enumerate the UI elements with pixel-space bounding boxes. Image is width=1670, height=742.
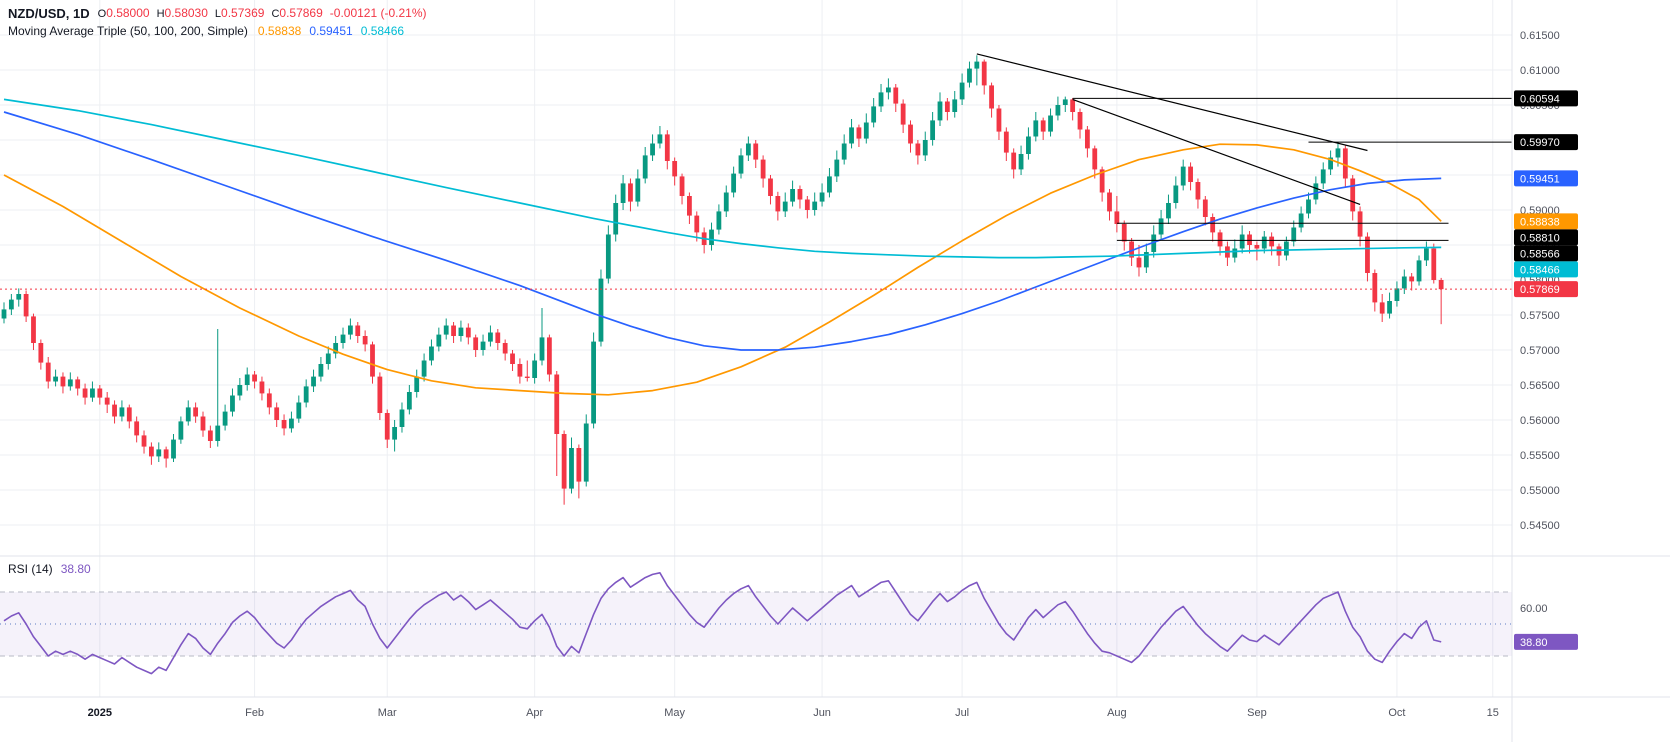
svg-text:0.55000: 0.55000 <box>1520 485 1560 497</box>
price-label <box>1514 213 1578 230</box>
indicator-name[interactable]: Moving Average Triple (50, 100, 200, Sim… <box>8 24 248 38</box>
svg-text:Jul: Jul <box>955 707 969 719</box>
grid <box>0 0 1512 697</box>
svg-text:38.80: 38.80 <box>1520 637 1548 649</box>
svg-text:Mar: Mar <box>378 707 397 719</box>
svg-text:0.58810: 0.58810 <box>1520 232 1560 244</box>
svg-text:0.57000: 0.57000 <box>1520 345 1560 357</box>
svg-text:Oct: Oct <box>1388 707 1405 719</box>
svg-text:0.58566: 0.58566 <box>1520 248 1560 260</box>
time-axis[interactable]: 2025 Feb Mar Apr May Jun Jul Aug Sep Oct 15 <box>88 707 1499 719</box>
svg-text:0.60594: 0.60594 <box>1520 93 1560 105</box>
open-value: O0.58000 <box>97 6 150 20</box>
rsi-indicator-name[interactable]: RSI (14) <box>8 562 53 576</box>
price-label <box>1514 245 1578 262</box>
svg-text:Sep: Sep <box>1247 707 1267 719</box>
rsi-current-value: 38.80 <box>60 562 91 576</box>
svg-text:0.58838: 0.58838 <box>1520 216 1560 228</box>
symbol-row: NZD/USD, 1D O0.58000 H0.58030 L0.57369 C… <box>8 4 427 22</box>
svg-text:60.00: 60.00 <box>1520 603 1548 615</box>
sma100-value: 0.59451 <box>309 24 353 38</box>
svg-text:15: 15 <box>1487 707 1499 719</box>
svg-text:0.56500: 0.56500 <box>1520 380 1560 392</box>
change-value: -0.00121 (-0.21%) <box>329 6 427 20</box>
svg-text:0.61000: 0.61000 <box>1520 65 1560 77</box>
sma-200 <box>3 98 1442 259</box>
high-value: H0.58030 <box>156 6 208 20</box>
price-axis[interactable]: 0.615000.610000.605000.600000.595000.590… <box>1514 30 1578 650</box>
rsi-bands <box>0 591 1512 657</box>
svg-text:Apr: Apr <box>526 707 543 719</box>
svg-text:0.55500: 0.55500 <box>1520 450 1560 462</box>
trendlines[interactable] <box>976 53 1368 205</box>
rsi-line <box>3 571 1442 675</box>
price-label <box>1514 90 1578 107</box>
svg-text:May: May <box>664 707 685 719</box>
svg-text:0.54500: 0.54500 <box>1520 520 1560 532</box>
indicator-row: Moving Average Triple (50, 100, 200, Sim… <box>8 22 427 40</box>
symbol-title[interactable]: NZD/USD, 1D <box>8 5 90 21</box>
svg-text:0.57500: 0.57500 <box>1520 310 1560 322</box>
svg-text:Feb: Feb <box>245 707 264 719</box>
rsi-row: RSI (14) 38.80 <box>8 560 91 578</box>
sma-50 <box>3 143 1442 396</box>
price-label <box>1514 261 1578 278</box>
sma50-value: 0.58838 <box>257 24 302 38</box>
svg-text:2025: 2025 <box>88 707 112 719</box>
svg-text:0.57869: 0.57869 <box>1520 284 1560 296</box>
price-label <box>1514 229 1578 246</box>
low-value: L0.57369 <box>214 6 265 20</box>
price-label <box>1514 134 1578 151</box>
svg-text:Jun: Jun <box>813 707 831 719</box>
main-legend: NZD/USD, 1D O0.58000 H0.58030 L0.57369 C… <box>8 4 427 40</box>
moving-average-lines <box>3 98 1442 396</box>
svg-text:Aug: Aug <box>1107 707 1127 719</box>
rsi-legend: RSI (14) 38.80 <box>8 560 91 578</box>
svg-text:0.59970: 0.59970 <box>1520 137 1560 149</box>
price-label <box>1514 170 1578 187</box>
horizontal-level-lines[interactable] <box>1072 97 1512 241</box>
candles <box>1 55 1444 505</box>
svg-text:0.58466: 0.58466 <box>1520 264 1560 276</box>
rsi-value-label <box>1514 633 1578 650</box>
sma200-value: 0.58466 <box>360 24 405 38</box>
price-label <box>1514 281 1578 298</box>
svg-text:0.56000: 0.56000 <box>1520 415 1560 427</box>
close-value: C0.57869 <box>271 6 323 20</box>
sma-100 <box>3 111 1442 351</box>
svg-text:0.59451: 0.59451 <box>1520 173 1560 185</box>
svg-text:0.61500: 0.61500 <box>1520 30 1560 42</box>
